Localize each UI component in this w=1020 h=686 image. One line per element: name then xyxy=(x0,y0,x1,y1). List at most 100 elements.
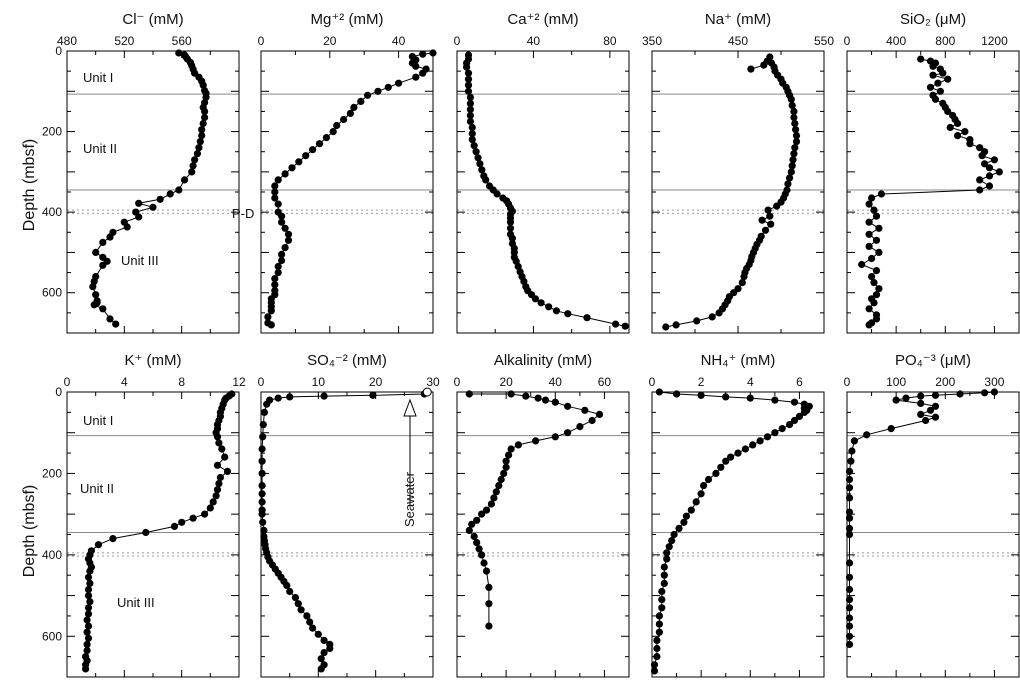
y-tick-label: 200 xyxy=(42,125,62,139)
data-point xyxy=(199,119,207,128)
data-point xyxy=(474,154,482,162)
data-point xyxy=(188,168,196,176)
data-point xyxy=(792,132,801,140)
data-point xyxy=(845,640,854,649)
plot-frame xyxy=(66,50,240,334)
data-point xyxy=(845,508,854,516)
data-point xyxy=(902,394,910,402)
data-point xyxy=(845,632,854,640)
data-point xyxy=(931,95,940,103)
plot-frame xyxy=(651,391,825,678)
data-point xyxy=(505,451,513,459)
data-point xyxy=(845,585,854,594)
data-point xyxy=(865,230,873,238)
data-point xyxy=(320,636,328,645)
data-point xyxy=(981,389,989,397)
data-point xyxy=(485,622,493,630)
data-point xyxy=(845,604,854,612)
data-point xyxy=(302,152,310,160)
data-point xyxy=(278,212,286,220)
data-point xyxy=(320,649,328,657)
data-point xyxy=(929,71,937,79)
data-point xyxy=(286,393,294,401)
data-point xyxy=(956,390,964,398)
panel-po4: PO₄⁻³ (μM) 0 100 200 300 xyxy=(844,352,1020,678)
data-point xyxy=(995,168,1003,176)
unit-ii-label-bottom: Unit II xyxy=(80,481,114,496)
data-point xyxy=(419,69,427,77)
data-point xyxy=(672,321,680,329)
data-point xyxy=(86,567,94,575)
data-point xyxy=(990,388,999,396)
data-point xyxy=(465,390,473,398)
x-tick-label: 520 xyxy=(114,34,134,48)
data-point xyxy=(317,665,325,673)
x-tick-label: 400 xyxy=(886,34,906,48)
data-point xyxy=(926,406,935,414)
data-point xyxy=(112,320,120,328)
data-point xyxy=(717,463,725,471)
data-point xyxy=(954,132,962,140)
data-point xyxy=(221,453,229,461)
data-point xyxy=(700,482,708,490)
data-point xyxy=(847,457,855,465)
data-point xyxy=(84,585,93,594)
y-tick-label: 400 xyxy=(42,205,62,219)
data-point xyxy=(278,218,286,226)
seawater-reference-point xyxy=(422,387,432,397)
data-point xyxy=(926,83,935,91)
data-point xyxy=(872,236,881,244)
seawater-marker: Seawater xyxy=(402,398,417,527)
data-point xyxy=(931,402,940,410)
data-point xyxy=(653,653,661,661)
x-tick-label: 6 xyxy=(796,375,803,389)
data-point xyxy=(412,73,420,81)
data-point xyxy=(82,665,90,673)
data-point xyxy=(314,630,322,638)
data-point xyxy=(502,457,510,465)
data-point xyxy=(734,449,742,457)
data-point xyxy=(492,488,500,496)
plot-frame xyxy=(456,391,630,678)
pd-label: P-D xyxy=(232,206,254,221)
data-point xyxy=(201,107,209,115)
data-point xyxy=(99,261,107,269)
data-point xyxy=(870,279,878,287)
data-point xyxy=(655,388,664,396)
data-point xyxy=(271,275,279,283)
data-point xyxy=(86,598,94,606)
data-point xyxy=(288,164,296,172)
data-point xyxy=(658,596,666,604)
data-point xyxy=(507,445,515,453)
profile-line xyxy=(665,55,797,328)
data-point xyxy=(263,400,271,408)
data-point xyxy=(738,279,746,287)
data-point xyxy=(668,537,676,545)
data-point xyxy=(845,524,854,533)
data-point xyxy=(506,224,515,232)
data-point xyxy=(845,596,854,604)
data-point xyxy=(766,212,774,220)
data-point xyxy=(771,429,779,437)
data-point xyxy=(787,168,795,176)
data-point xyxy=(663,555,671,563)
data-point xyxy=(612,320,620,328)
data-point xyxy=(464,87,473,95)
data-point xyxy=(283,581,291,590)
panel-title: SiO₂ (μM) xyxy=(900,11,966,28)
panel-title: Alkalinity (mM) xyxy=(494,352,592,369)
data-point xyxy=(863,431,871,439)
data-point xyxy=(872,291,881,299)
panel-sio2: SiO₂ (μM) 0 400 800 1200 xyxy=(844,11,1020,334)
data-point xyxy=(278,256,286,265)
data-point xyxy=(495,482,503,490)
data-point xyxy=(84,604,93,612)
data-point xyxy=(746,394,754,402)
data-point xyxy=(306,618,314,626)
x-tick-label: 480 xyxy=(57,34,77,48)
panel-alk: Alkalinity (mM) 0 20 40 60 xyxy=(454,352,630,678)
data-point xyxy=(961,128,969,136)
panel-title: Na⁺ (mM) xyxy=(705,11,771,28)
data-point xyxy=(795,412,804,420)
